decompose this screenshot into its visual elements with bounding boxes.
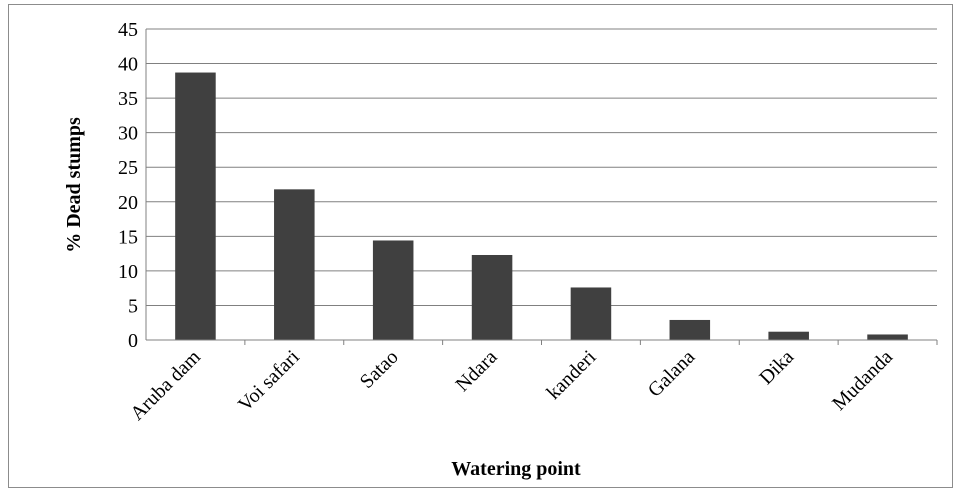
x-tick-label: Dika <box>755 346 798 389</box>
y-tick-label: 10 <box>118 261 138 283</box>
y-tick-label: 20 <box>118 192 138 214</box>
x-tick-label: Mudanda <box>828 346 897 415</box>
bar <box>274 189 315 340</box>
bar <box>175 72 216 340</box>
y-tick-label: 45 <box>118 19 138 41</box>
y-tick-label: 0 <box>128 330 138 352</box>
bar <box>768 331 809 340</box>
chart-frame <box>8 4 953 488</box>
y-axis-label: % Dead stumps <box>63 117 85 253</box>
y-tick-label: 5 <box>128 295 138 317</box>
y-tick-label: 30 <box>118 123 138 145</box>
gridlines <box>146 28 937 341</box>
x-tick-label: Aruba dam <box>126 346 205 425</box>
x-axis-label: Watering point <box>451 458 581 480</box>
bars <box>175 72 908 340</box>
x-tick-labels: Aruba dam Voi safari Satao Ndara kanderi Gala… <box>126 346 897 425</box>
x-tick-label: Voi safari <box>234 346 304 416</box>
bar <box>669 319 711 340</box>
y-tick-label: 35 <box>118 88 138 110</box>
bar <box>372 240 414 340</box>
y-tick-labels: 0 5 10 15 20 25 30 35 40 45 <box>118 19 138 352</box>
x-tick-label: Galana <box>644 346 700 402</box>
bar <box>471 254 513 340</box>
bar <box>867 334 908 340</box>
x-tick-label: Satao <box>356 346 403 393</box>
x-tick-label: kanderi <box>543 346 601 404</box>
y-tick-label: 40 <box>118 54 138 76</box>
y-tick-label: 25 <box>118 157 138 179</box>
bar <box>570 287 612 340</box>
x-tick-label: Ndara <box>451 346 501 396</box>
y-tick-label: 15 <box>118 226 138 248</box>
axes <box>145 29 938 345</box>
